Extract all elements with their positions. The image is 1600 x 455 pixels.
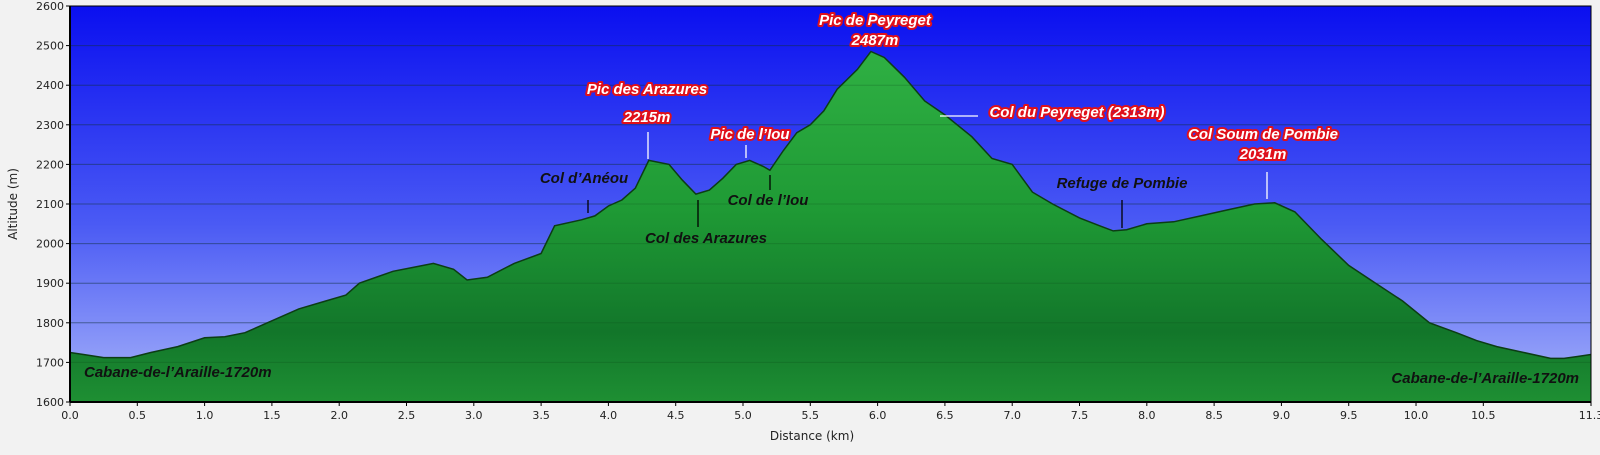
annotation-label: Col des Arazures <box>645 230 767 247</box>
x-tick-label: 9.5 <box>1340 409 1358 422</box>
annotation-label: Col d’Anéou <box>540 170 628 187</box>
x-tick-label: 10.0 <box>1404 409 1429 422</box>
x-tick-label: 7.0 <box>1003 409 1021 422</box>
annotation-label: Cabane-de-l’Araille-1720m <box>84 364 272 381</box>
annotation-label: Col de l’Iou <box>728 192 809 209</box>
x-tick-label: 6.5 <box>936 409 954 422</box>
annotation-label: Pic de l’Iou <box>710 126 789 143</box>
y-tick-label: 1800 <box>36 317 64 330</box>
annotation-label: 2031m <box>1239 146 1287 163</box>
y-axis-label: Altitude (m) <box>6 168 20 240</box>
annotation-label: Refuge de Pombie <box>1057 175 1188 192</box>
x-tick-label: 10.5 <box>1471 409 1496 422</box>
y-tick-label: 1600 <box>36 396 64 409</box>
y-tick-label: 1700 <box>36 356 64 369</box>
x-tick-label: 8.0 <box>1138 409 1156 422</box>
x-tick-label: 1.5 <box>263 409 281 422</box>
x-tick-label: 2.0 <box>330 409 348 422</box>
annotation-label: Col Soum de Pombie <box>1188 126 1338 143</box>
annotation-label: Pic des Arazures <box>587 81 707 98</box>
y-tick-label: 2200 <box>36 158 64 171</box>
x-tick-label: 7.5 <box>1071 409 1089 422</box>
x-tick-label: 8.5 <box>1205 409 1223 422</box>
annotation-label: 2487m <box>851 32 899 49</box>
x-tick-label: 0.5 <box>129 409 147 422</box>
annotations: Pic de Peyreget 2487m Pic des Arazures 2215… <box>84 10 1579 387</box>
x-tick-label: 1.0 <box>196 409 214 422</box>
tick-labels: 1600 1700 1800 1900 2000 2100 2200 2300 2400 2500… <box>36 0 1600 422</box>
y-tick-label: 2400 <box>36 79 64 92</box>
x-tick-label: 4.5 <box>667 409 685 422</box>
x-tick-label: 11.3 <box>1579 409 1600 422</box>
y-tick-label: 2300 <box>36 119 64 132</box>
x-tick-label: 9.0 <box>1273 409 1291 422</box>
profile-area <box>69 45 1592 402</box>
y-tick-label: 2500 <box>36 40 64 53</box>
y-tick-label: 2100 <box>36 198 64 211</box>
annotation-label: Cabane-de-l’Araille-1720m <box>1391 370 1579 387</box>
profile-fill <box>70 51 1591 402</box>
annotation-label: 2215m <box>623 109 671 126</box>
annotation-label: Col du Peyreget (2313m) <box>989 104 1164 121</box>
x-axis-label: Distance (km) <box>770 429 854 443</box>
annotation-label: Pic de Peyreget <box>819 12 932 29</box>
x-tick-label: 2.5 <box>398 409 416 422</box>
y-tick-label: 1900 <box>36 277 64 290</box>
x-tick-label: 3.0 <box>465 409 483 422</box>
x-tick-label: 3.5 <box>532 409 550 422</box>
x-tick-label: 5.0 <box>734 409 752 422</box>
y-tick-label: 2000 <box>36 238 64 251</box>
x-tick-label: 5.5 <box>802 409 820 422</box>
x-tick-label: 0.0 <box>61 409 79 422</box>
x-tick-label: 6.0 <box>869 409 887 422</box>
x-tick-label: 4.0 <box>600 409 618 422</box>
y-tick-label: 2600 <box>36 0 64 13</box>
profile-line <box>69 50 1592 360</box>
